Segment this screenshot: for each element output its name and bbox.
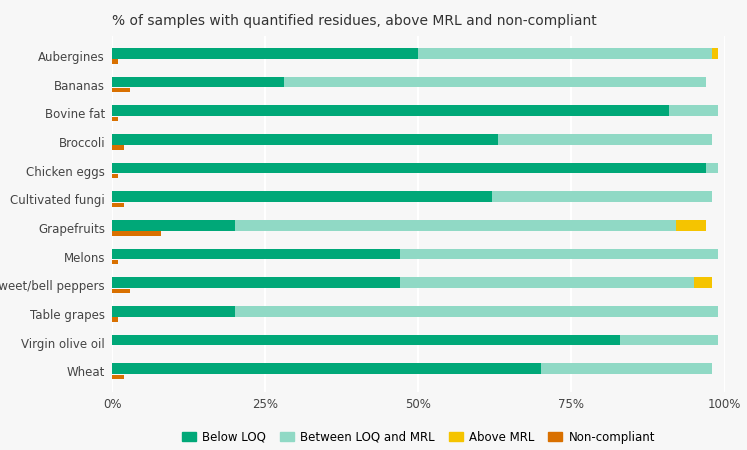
Bar <box>694 277 713 288</box>
Text: % of samples with quantified residues, above MRL and non-compliant: % of samples with quantified residues, a… <box>112 14 597 28</box>
Bar <box>112 289 131 293</box>
Bar <box>112 375 124 379</box>
Bar <box>498 134 713 145</box>
Bar <box>669 105 719 116</box>
Bar <box>112 248 400 260</box>
Bar <box>112 134 498 145</box>
Bar <box>112 88 131 92</box>
Legend: Below LOQ, Between LOQ and MRL, Above MRL, Non-compliant: Below LOQ, Between LOQ and MRL, Above MR… <box>177 426 660 448</box>
Bar <box>112 117 118 121</box>
Bar <box>112 231 161 236</box>
Bar <box>541 363 713 374</box>
Bar <box>112 220 235 231</box>
Bar <box>112 202 124 207</box>
Bar <box>112 317 118 322</box>
Bar <box>706 162 719 173</box>
Bar <box>418 48 713 59</box>
Bar <box>112 174 118 178</box>
Bar <box>675 220 706 231</box>
Bar <box>112 335 621 346</box>
Bar <box>235 220 675 231</box>
Bar <box>112 260 118 264</box>
Bar <box>112 105 669 116</box>
Bar <box>621 335 719 346</box>
Bar <box>112 191 492 202</box>
Bar <box>112 363 541 374</box>
Bar <box>400 248 719 260</box>
Bar <box>112 76 284 87</box>
Bar <box>284 76 706 87</box>
Bar <box>112 48 418 59</box>
Bar <box>400 277 694 288</box>
Bar <box>112 162 706 173</box>
Bar <box>492 191 713 202</box>
Bar <box>112 277 400 288</box>
Bar <box>112 145 124 150</box>
Bar <box>112 59 118 63</box>
Bar <box>713 48 719 59</box>
Bar <box>112 306 235 317</box>
Bar <box>235 306 719 317</box>
